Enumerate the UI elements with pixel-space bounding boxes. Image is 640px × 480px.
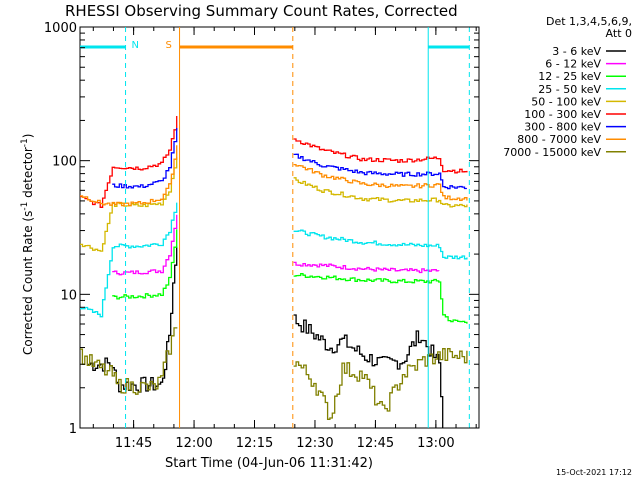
y-axis-label-sup1: -1 <box>20 202 30 211</box>
legend-header-detectors: Det 1,3,4,5,6,9, <box>546 15 632 28</box>
legend-label: 12 - 25 keV <box>538 70 601 83</box>
series-line-25_50keV-post <box>293 229 468 260</box>
series-line-50_100keV-post <box>293 177 468 208</box>
y-tick-label: 10 <box>60 288 77 303</box>
x-tick-label: 13:00 <box>417 436 454 451</box>
series-line-6_12keV-post <box>293 261 440 274</box>
legend-label: 6 - 12 keV <box>545 58 601 71</box>
marker-label-N: N <box>132 40 139 51</box>
y-tick-label: 1000 <box>44 21 77 36</box>
y-axis-label-part2: detector <box>21 147 35 202</box>
series-line-12_25keV-pre <box>112 229 178 300</box>
y-tick-label: 100 <box>52 155 77 170</box>
y-axis-label: Corrected Count Rate (s-1 detector-1) <box>20 134 35 355</box>
legend-label: 300 - 800 keV <box>524 121 601 134</box>
x-tick-label: 12:30 <box>296 436 333 451</box>
legend-label: 100 - 300 keV <box>524 108 601 121</box>
series-line-100_300keV-post <box>293 138 468 174</box>
series-line-12_25keV-post <box>293 273 468 324</box>
y-axis-label-part1: Corrected Count Rate (s <box>21 211 35 355</box>
legend-label: 25 - 50 keV <box>538 83 601 96</box>
legend-label: 50 - 100 keV <box>531 95 601 108</box>
plot-area <box>79 26 480 429</box>
series-line-7000_15000keV-post <box>293 348 468 420</box>
legend-header-attenuator: Att 0 <box>606 27 632 40</box>
y-axis-label-sup2: -1 <box>20 138 30 147</box>
x-tick-label: 11:45 <box>115 436 152 451</box>
series-line-800_7000keV-post <box>293 163 468 201</box>
y-axis-label-part3: ) <box>21 134 35 139</box>
series-line-800_7000keV-pre <box>80 145 178 207</box>
x-axis-label: Start Time (04-Jun-06 11:31:42) <box>165 456 373 471</box>
series-line-6_12keV-pre <box>112 214 178 276</box>
series-layer <box>80 116 468 428</box>
x-tick-label: 12:45 <box>357 436 394 451</box>
tick-layer: 11:45 12:00 12:15 12:30 12:45 13:00 1 10 100 1000 <box>44 21 479 451</box>
y-tick-label: 1 <box>69 422 77 437</box>
x-tick-label: 12:00 <box>175 436 212 451</box>
series-line-3_6keV-post <box>293 314 444 428</box>
marker-label-S: S <box>166 40 172 51</box>
series-line-7000_15000keV-pre <box>80 327 178 395</box>
timestamp: 15-Oct-2021 17:12 <box>556 468 632 477</box>
series-line-300_800keV-post <box>293 153 467 190</box>
legend-label: 7000 - 15000 keV <box>503 146 601 159</box>
series-line-300_800keV-pre <box>112 128 178 189</box>
chart-title: RHESSI Observing Summary Count Rates, Co… <box>65 2 458 20</box>
x-tick-label: 12:15 <box>236 436 273 451</box>
series-line-25_50keV-pre <box>80 202 178 318</box>
legend-label: 3 - 6 keV <box>552 45 601 58</box>
legend-label: 800 - 7000 keV <box>517 133 601 146</box>
